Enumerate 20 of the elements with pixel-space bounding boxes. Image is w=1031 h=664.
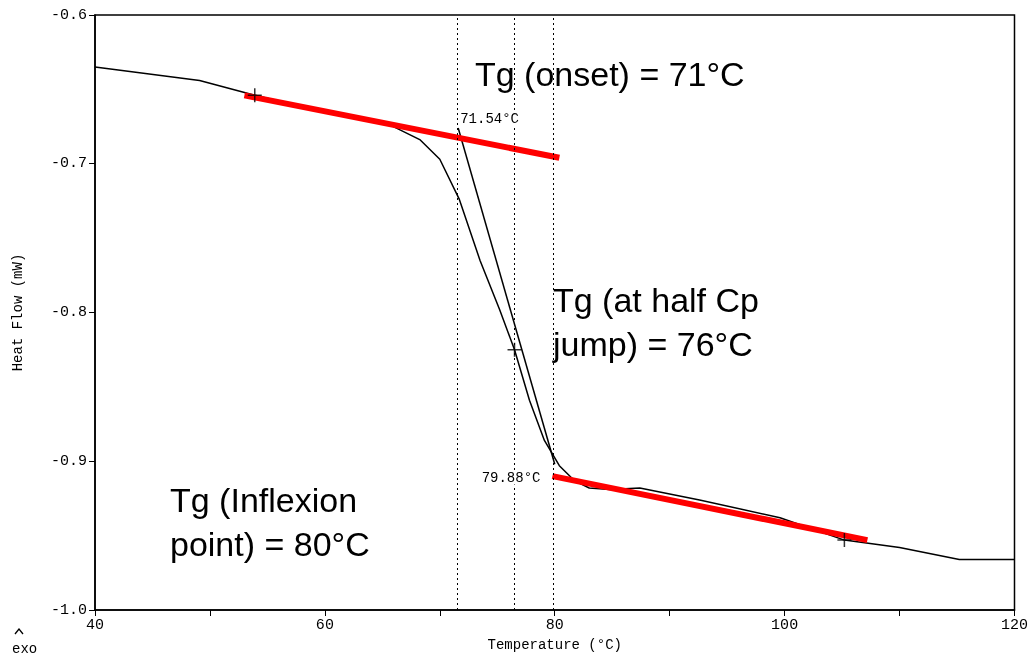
y-tick-label: -1.0 [50, 601, 87, 619]
annotation: Tg (onset) = 71°C [475, 55, 745, 94]
x-tick-label: 120 [1000, 617, 1029, 634]
y-tick-label: -0.9 [50, 452, 87, 470]
x-tick-label: 60 [315, 617, 334, 634]
x-tick-label: 40 [85, 617, 105, 634]
x-tick-label: 80 [545, 617, 564, 634]
y-tick-label: -0.6 [50, 6, 87, 24]
y-tick-label: -0.7 [50, 155, 87, 173]
point [836, 532, 853, 548]
y-tick-label: -0.8 [50, 304, 87, 321]
annotation: 71.54°C [460, 111, 520, 128]
annotation: Tg (at half Cp jump) = 76°C [552, 281, 769, 364]
x-axis-title: Temperature (°C) [487, 636, 622, 653]
point [247, 87, 263, 104]
y-axis-title: Heat Flow (mW) [10, 253, 26, 372]
text: exo [12, 641, 38, 658]
x-tick-label: 100 [771, 617, 799, 634]
annotation: 79.88°C [481, 469, 541, 486]
annotation: Tg (Inflexion point) = 80°C [170, 481, 370, 564]
